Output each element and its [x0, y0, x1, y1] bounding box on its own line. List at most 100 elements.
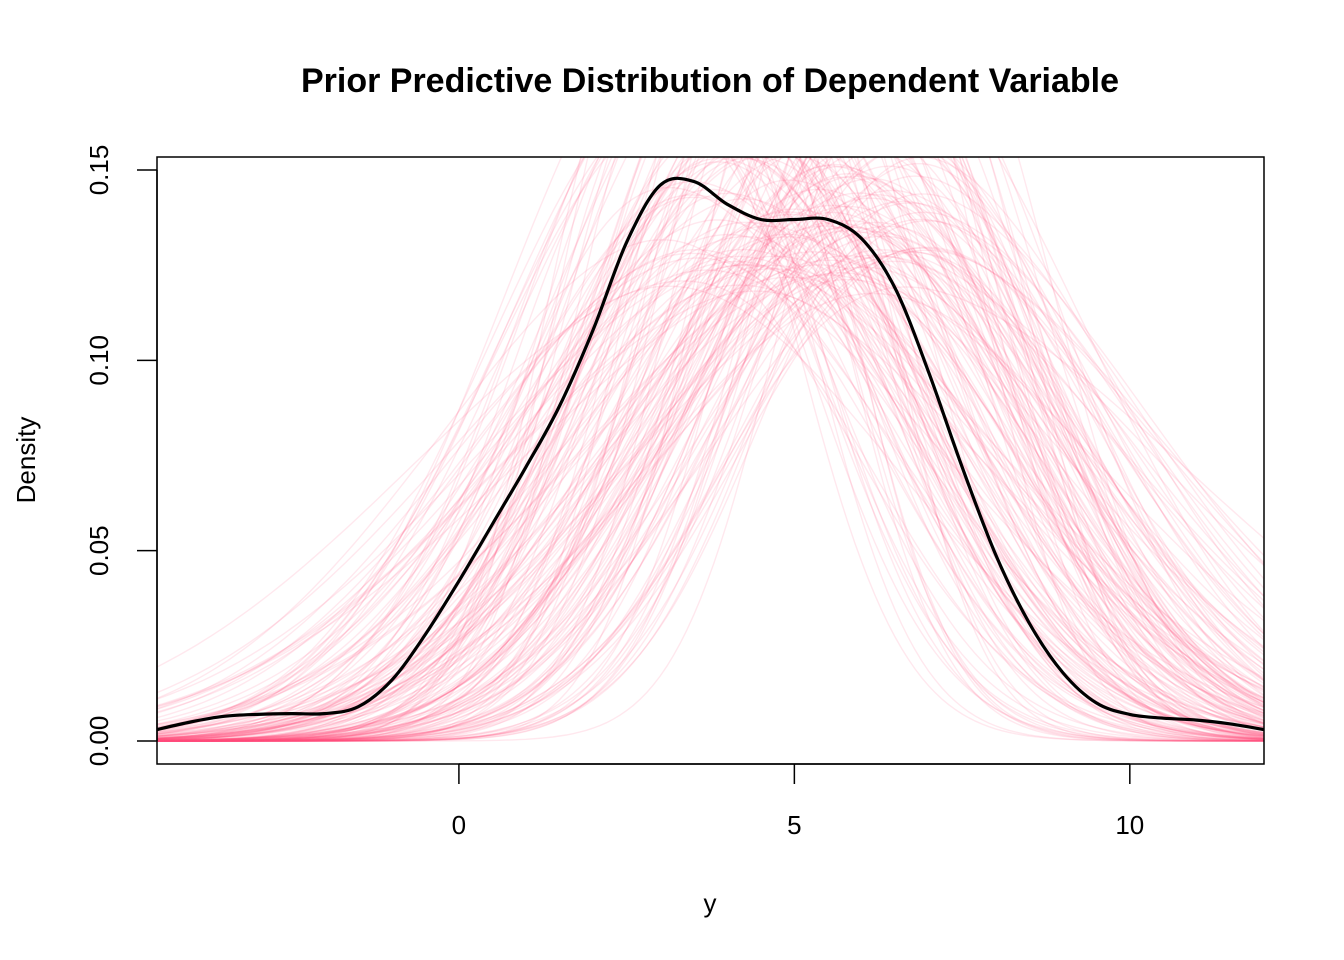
prior-draw-line: [157, 290, 1264, 730]
prior-draw-line: [157, 157, 1264, 742]
prior-draw-line: [157, 157, 1264, 742]
prior-draw-line: [157, 225, 1264, 736]
prior-draw-line: [157, 263, 1264, 740]
prior-draw-line: [157, 180, 1264, 742]
prior-draw-line: [157, 236, 1264, 741]
prior-draw-line: [157, 157, 1264, 742]
prior-draw-line: [157, 157, 1264, 742]
prior-draw-line: [157, 157, 1264, 742]
prior-draw-line: [157, 157, 1264, 742]
prior-draw-line: [157, 225, 1264, 738]
prior-draw-line: [157, 157, 1264, 742]
prior-draw-line: [157, 249, 1264, 742]
prior-draw-line: [157, 157, 1264, 740]
prior-draw-line: [157, 157, 1264, 742]
prior-draw-line: [157, 193, 1264, 742]
prior-draw-line: [157, 157, 1264, 742]
prior-draw-line: [157, 157, 1264, 742]
prior-draw-line: [157, 157, 1264, 742]
prior-draw-line: [157, 157, 1264, 742]
prior-draw-line: [157, 176, 1264, 742]
prior-draw-line: [157, 218, 1264, 742]
prior-draw-line: [157, 157, 1264, 742]
prior-draw-line: [157, 163, 1264, 742]
prior-draw-line: [157, 157, 1264, 742]
prior-draw-line: [157, 157, 1264, 741]
prior-draw-line: [157, 260, 1264, 740]
prior-draw-line: [157, 157, 1264, 742]
prior-draw-line: [157, 202, 1264, 742]
prior-draw-line: [157, 249, 1264, 742]
prior-draw-line: [157, 157, 1264, 742]
prior-draw-line: [157, 157, 1264, 742]
prior-draw-line: [157, 179, 1264, 742]
prior-draw-line: [157, 157, 1264, 742]
prior-draw-line: [157, 269, 1264, 735]
prior-draw-line: [157, 172, 1264, 742]
prior-draw-line: [157, 211, 1264, 740]
x-tick-label: 5: [787, 810, 801, 840]
prior-draw-line: [157, 248, 1264, 742]
prior-draw-line: [157, 188, 1264, 740]
prior-draw-line: [157, 157, 1264, 742]
prior-draw-line: [157, 157, 1264, 742]
prior-draw-line: [157, 157, 1264, 742]
prior-draw-line: [157, 157, 1264, 742]
prior-draw-line: [157, 192, 1264, 736]
prior-draw-line: [157, 157, 1264, 742]
prior-draw-line: [157, 200, 1264, 737]
prior-draw-line: [157, 251, 1264, 738]
prior-draw-line: [157, 157, 1264, 742]
prior-draw-line: [157, 276, 1264, 736]
prior-draw-line: [157, 175, 1264, 742]
prior-draw-line: [157, 157, 1264, 742]
prior-draw-line: [157, 267, 1264, 737]
prior-draw-line: [157, 157, 1264, 742]
prior-draw-line: [157, 157, 1264, 741]
prior-draw-line: [157, 233, 1264, 735]
prior-draw-line: [157, 157, 1264, 741]
prior-draw-line: [157, 252, 1264, 734]
prior-draw-line: [157, 157, 1264, 742]
prior-draw-line: [157, 157, 1264, 742]
prior-draw-line: [157, 192, 1264, 742]
prior-draw-line: [157, 157, 1264, 742]
prior-draw-line: [157, 255, 1264, 739]
prior-draw-line: [157, 208, 1264, 741]
prior-draw-line: [157, 161, 1264, 742]
prior-draw-line: [157, 266, 1264, 737]
prior-draw-line: [157, 255, 1264, 738]
prior-draw-line: [157, 157, 1264, 742]
prior-draw-line: [157, 157, 1264, 742]
prior-draw-line: [157, 251, 1264, 742]
prior-draw-line: [157, 219, 1264, 734]
prior-draw-line: [157, 194, 1264, 736]
prior-draw-line: [157, 157, 1264, 740]
prior-draw-line: [157, 157, 1264, 742]
prior-draw-line: [157, 157, 1264, 742]
y-tick-label: 0.00: [84, 716, 114, 767]
y-tick-label: 0.10: [84, 335, 114, 386]
prior-draw-line: [157, 157, 1264, 742]
y-tick-label: 0.05: [84, 525, 114, 576]
prior-draw-line: [157, 157, 1264, 742]
prior-draw-line: [157, 157, 1264, 741]
prior-draw-line: [157, 259, 1264, 727]
prior-draw-line: [157, 157, 1264, 742]
prior-draw-line: [157, 220, 1264, 742]
prior-draw-line: [157, 205, 1264, 742]
prior-draw-line: [157, 157, 1264, 742]
prior-draw-line: [157, 260, 1264, 733]
prior-draw-line: [157, 165, 1264, 742]
prior-draw-line: [157, 157, 1264, 742]
prior-draw-line: [157, 157, 1264, 742]
y-axis-label: Density: [11, 417, 41, 504]
prior-draw-line: [157, 157, 1264, 742]
prior-draw-line: [157, 165, 1264, 742]
prior-draw-line: [157, 197, 1264, 742]
prior-draw-line: [157, 280, 1264, 741]
observed-density-line: [157, 176, 1264, 732]
prior-draw-line: [157, 157, 1264, 742]
prior-draw-line: [157, 157, 1264, 742]
